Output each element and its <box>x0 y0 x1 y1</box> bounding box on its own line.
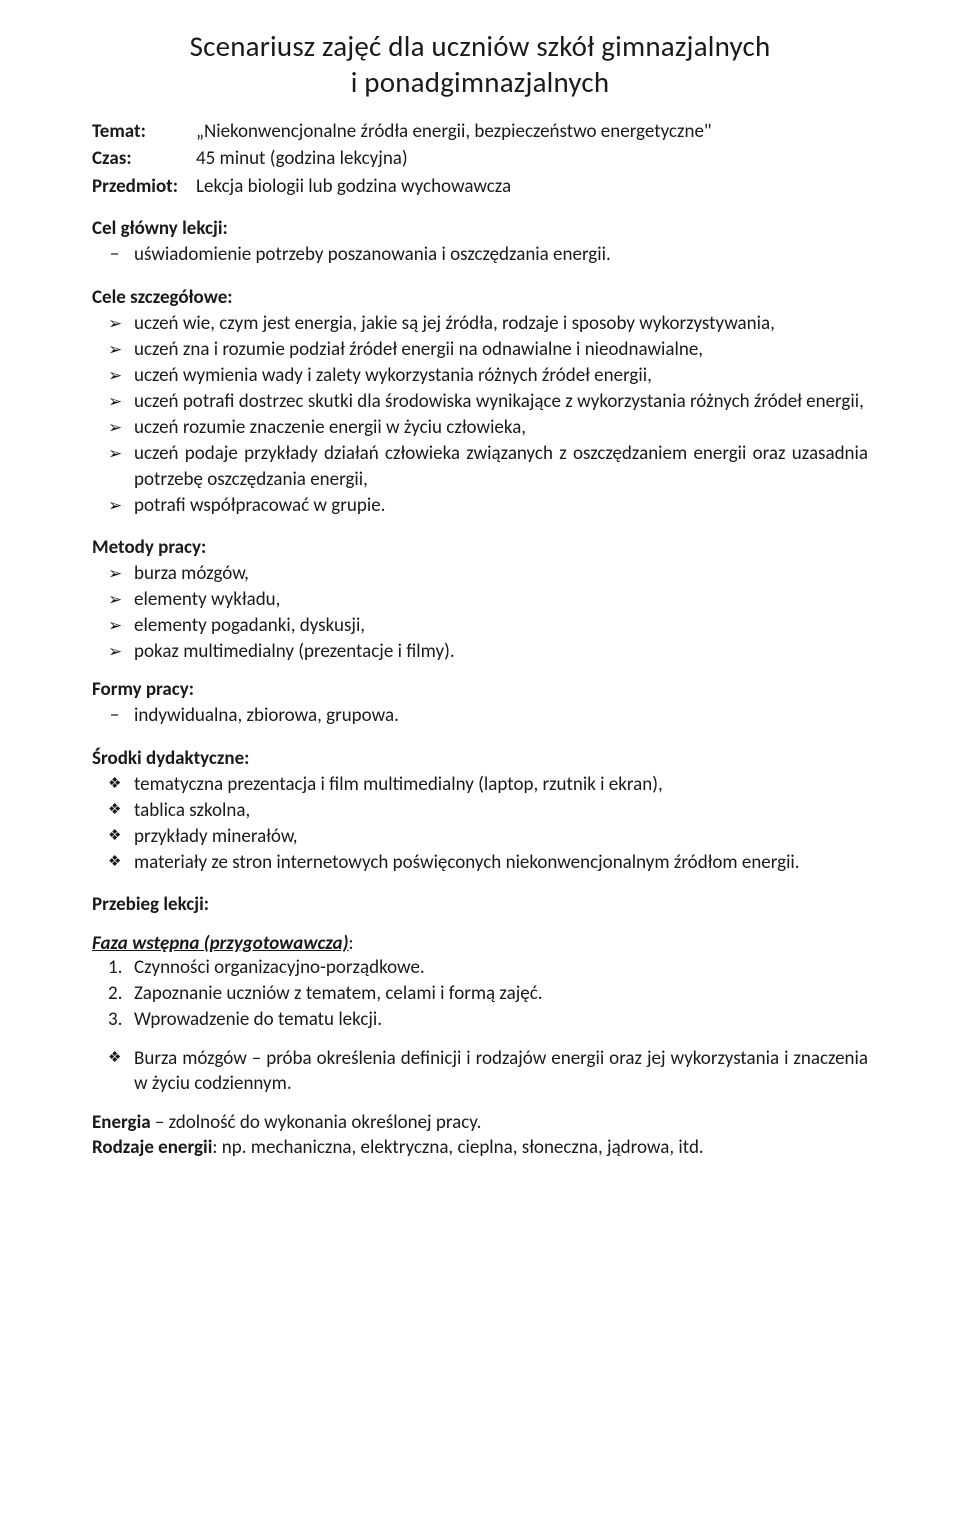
list-cele-szczegolowe: uczeń wie, czym jest energia, jakie są j… <box>92 311 868 518</box>
list-item: 2.Zapoznanie uczniów z tematem, celami i… <box>134 981 868 1006</box>
meta-value-czas: 45 minut (godzina lekcyjna) <box>196 146 868 172</box>
heading-przebieg: Przebieg lekcji: <box>92 893 868 916</box>
page-title: Scenariusz zajęć dla uczniów szkół gimna… <box>92 28 868 101</box>
meta-label-czas: Czas: <box>92 146 196 172</box>
item-text: Zapoznanie uczniów z tematem, celami i f… <box>134 982 543 1005</box>
list-faza-wstepna: 1.Czynności organizacyjno-porządkowe. 2.… <box>92 955 868 1032</box>
burza-row: Burza mózgów – próba określenia definicj… <box>134 1046 868 1096</box>
item-text: Czynności organizacyjno-porządkowe. <box>134 956 425 979</box>
list-item: uczeń zna i rozumie podział źródeł energ… <box>134 337 868 362</box>
list-srodki: tematyczna prezentacja i film multimedia… <box>92 772 868 875</box>
energia-rest: – zdolność do wykonania określonej pracy… <box>151 1111 482 1134</box>
list-item: przykłady minerałów, <box>134 824 868 849</box>
list-item: 1.Czynności organizacyjno-porządkowe. <box>134 955 868 980</box>
term-energia: Energia <box>92 1111 151 1134</box>
phase-title-row: Faza wstępna (przygotowawcza): <box>92 932 868 955</box>
list-metody: burza mózgów, elementy wykładu, elementy… <box>92 561 868 664</box>
item-text: Wprowadzenie do tematu lekcji. <box>134 1008 382 1031</box>
list-item: uczeń podaje przykłady działań człowieka… <box>134 441 868 491</box>
meta-label-temat: Temat: <box>92 119 196 145</box>
list-item: materiały ze stron internetowych poświęc… <box>134 850 868 875</box>
list-item: elementy pogadanki, dyskusji, <box>134 613 868 638</box>
list-item: pokaz multimedialny (prezentacje i filmy… <box>134 639 868 664</box>
item-number: 2. <box>108 981 122 1006</box>
heading-cel-glowny: Cel główny lekcji: <box>92 217 868 240</box>
rodzaje-rest: : np. mechaniczna, elektryczna, cieplna,… <box>212 1136 703 1159</box>
list-item: elementy wykładu, <box>134 587 868 612</box>
item-number: 1. <box>108 955 122 980</box>
list-item: potrafi współpracować w grupie. <box>134 493 868 518</box>
phase-wstepna: Faza wstępna (przygotowawcza): 1.Czynnoś… <box>92 932 868 1032</box>
list-item: burza mózgów, <box>134 561 868 586</box>
meta-row-czas: Czas: 45 minut (godzina lekcyjna) <box>92 146 868 172</box>
list-item: uczeń wymienia wady i zalety wykorzystan… <box>134 363 868 388</box>
meta-value-przedmiot: Lekcja biologii lub godzina wychowawcza <box>196 174 868 200</box>
list-cel-glowny: uświadomienie potrzeby poszanowania i os… <box>92 242 868 268</box>
title-line-2: i ponadgimnazjalnych <box>351 64 610 100</box>
meta-value-temat: „Niekonwencjonalne źródła energii, bezpi… <box>196 119 868 145</box>
meta-row-przedmiot: Przedmiot: Lekcja biologii lub godzina w… <box>92 174 868 200</box>
list-formy: indywidualna, zbiorowa, grupowa. <box>92 703 868 729</box>
list-item: uczeń potrafi dostrzec skutki dla środow… <box>134 389 868 414</box>
burza-block: Burza mózgów – próba określenia definicj… <box>92 1046 868 1096</box>
item-number: 3. <box>108 1007 122 1032</box>
list-item: indywidualna, zbiorowa, grupowa. <box>134 703 868 729</box>
list-item: uczeń wie, czym jest energia, jakie są j… <box>134 311 868 336</box>
heading-metody: Metody pracy: <box>92 536 868 559</box>
phase-title: Faza wstępna (przygotowawcza) <box>92 932 349 955</box>
list-item: 3.Wprowadzenie do tematu lekcji. <box>134 1007 868 1032</box>
meta-label-przedmiot: Przedmiot: <box>92 174 196 200</box>
heading-srodki: Środki dydaktyczne: <box>92 747 868 770</box>
phase-colon: : <box>349 932 354 955</box>
energia-definition: Energia – zdolność do wykonania określon… <box>92 1110 868 1160</box>
meta-row-temat: Temat: „Niekonwencjonalne źródła energii… <box>92 119 868 145</box>
list-item: tematyczna prezentacja i film multimedia… <box>134 772 868 797</box>
list-item: tablica szkolna, <box>134 798 868 823</box>
heading-formy: Formy pracy: <box>92 678 868 701</box>
document-page: Scenariusz zajęć dla uczniów szkół gimna… <box>0 0 960 1201</box>
heading-cele-szczegolowe: Cele szczegółowe: <box>92 286 868 309</box>
term-rodzaje: Rodzaje energii <box>92 1136 212 1159</box>
list-item: uczeń rozumie znaczenie energii w życiu … <box>134 415 868 440</box>
list-item: uświadomienie potrzeby poszanowania i os… <box>134 242 868 268</box>
title-line-1: Scenariusz zajęć dla uczniów szkół gimna… <box>190 28 771 64</box>
